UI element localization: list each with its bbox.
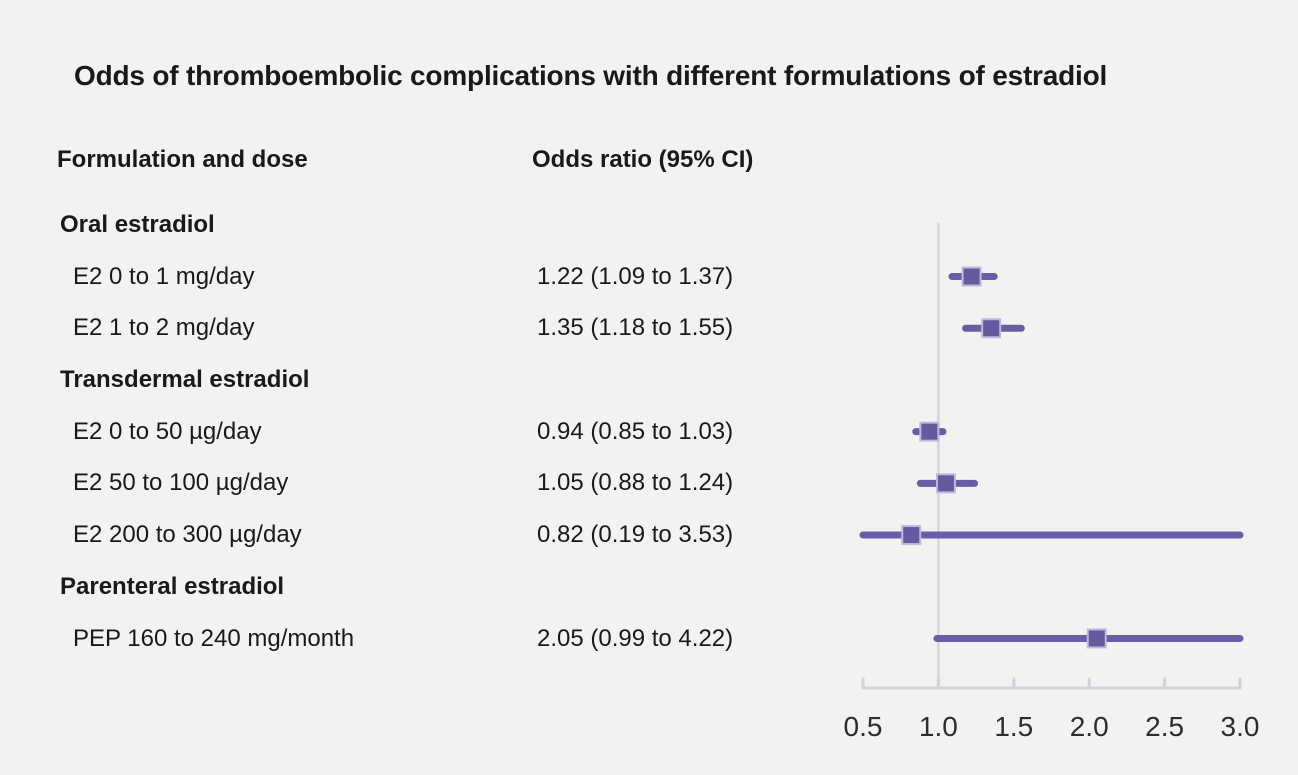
row-odds-ratio-value: 0.94 (0.85 to 1.03) — [537, 417, 734, 445]
x-tick-label: 1.0 — [919, 711, 958, 742]
group-header-row: Oral estradiol — [0, 199, 860, 251]
group-header-row: Transdermal estradiol — [0, 354, 860, 406]
row-label: E2 50 to 100 µg/day — [73, 469, 289, 497]
row-label: E2 1 to 2 mg/day — [73, 314, 255, 342]
row-odds-ratio-value: 0.82 (0.19 to 3.53) — [537, 521, 734, 549]
table-row: E2 0 to 1 mg/day 1.22 (1.09 to 1.37) — [0, 251, 860, 303]
x-axis — [861, 677, 1242, 690]
column-header-odds-ratio: Odds ratio (95% CI) — [532, 146, 754, 173]
x-tick-label: 1.5 — [994, 711, 1033, 742]
row-label: PEP 160 to 240 mg/month — [73, 624, 355, 652]
x-tick-label: 0.5 — [844, 711, 883, 742]
x-tick-label: 2.0 — [1070, 711, 1109, 742]
or-marker — [981, 318, 1002, 339]
chart-title: Odds of thromboembolic complications wit… — [74, 60, 1108, 91]
table-row: PEP 160 to 240 mg/month 2.05 (0.99 to 4.2… — [0, 613, 860, 665]
rows-container: Oral estradiol E2 0 to 1 mg/day 1.22 (1.09… — [0, 199, 860, 664]
table-row: E2 200 to 300 µg/day 0.82 (0.19 to 3.53) — [0, 509, 860, 561]
or-marker — [1086, 628, 1107, 649]
row-odds-ratio-value: 1.05 (0.88 to 1.24) — [537, 469, 734, 497]
row-label: E2 200 to 300 µg/day — [73, 521, 302, 549]
table-row: E2 0 to 50 µg/day 0.94 (0.85 to 1.03) — [0, 406, 860, 458]
or-marker — [919, 421, 940, 442]
row-label: Transdermal estradiol — [60, 366, 310, 394]
row-label: Parenteral estradiol — [60, 572, 285, 600]
row-odds-ratio-value: 1.22 (1.09 to 1.37) — [537, 262, 734, 290]
table-row: E2 1 to 2 mg/day 1.35 (1.18 to 1.55) — [0, 302, 860, 354]
x-tick-label: 2.5 — [1145, 711, 1184, 742]
group-header-row: Parenteral estradiol — [0, 561, 860, 613]
table-row: E2 50 to 100 µg/day 1.05 (0.88 to 1.24) — [0, 457, 860, 509]
row-label: E2 0 to 50 µg/day — [73, 417, 262, 445]
or-marker — [901, 525, 922, 546]
column-header-formulation: Formulation and dose — [57, 146, 308, 173]
or-marker — [935, 473, 956, 494]
row-label: Oral estradiol — [60, 211, 215, 238]
or-marker — [961, 266, 982, 287]
row-odds-ratio-value: 1.35 (1.18 to 1.55) — [537, 314, 734, 342]
row-label: E2 0 to 1 mg/day — [73, 262, 255, 290]
row-odds-ratio-value: 2.05 (0.99 to 4.22) — [537, 624, 734, 652]
x-tick-label: 3.0 — [1221, 711, 1260, 742]
